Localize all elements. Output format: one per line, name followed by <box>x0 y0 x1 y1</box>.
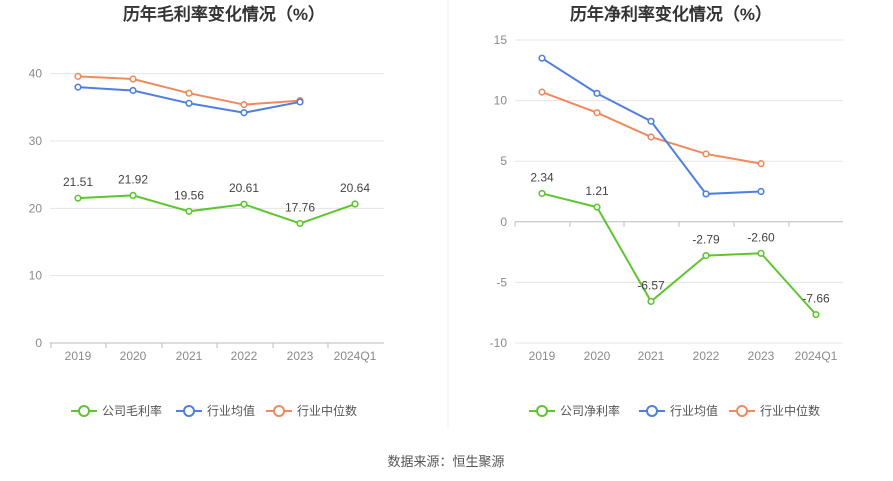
data-label: -2.79 <box>692 233 720 247</box>
data-point-avg <box>296 98 304 106</box>
x-tick-label: 2021 <box>638 349 665 363</box>
legend-item-median: 行业中位数 <box>266 403 357 418</box>
data-point-avg <box>74 83 82 91</box>
y-tick-label: 10 <box>494 94 508 108</box>
x-tick-label: 2023 <box>287 349 314 363</box>
data-point-company <box>240 200 248 208</box>
legend-swatch-marker <box>536 405 548 417</box>
gridlines <box>515 39 843 344</box>
data-point-median <box>702 150 710 158</box>
legend-swatch-marker <box>646 405 658 417</box>
data-point-median <box>74 72 82 80</box>
data-point-median <box>647 133 655 141</box>
series-line-median <box>541 91 762 165</box>
legend-swatch-marker <box>736 405 748 417</box>
chart-title: 历年净利率变化情况（%） <box>570 4 772 24</box>
data-point-company <box>812 311 820 319</box>
data-point-company <box>129 191 137 200</box>
data-label: 21.92 <box>118 172 148 186</box>
data-point-company <box>296 219 304 228</box>
data-point-avg <box>702 190 710 198</box>
x-tick-label: 2021 <box>176 349 203 363</box>
legend-label: 行业均值 <box>207 403 255 418</box>
data-point-company <box>593 203 601 211</box>
data-label: 20.64 <box>340 181 370 195</box>
x-tick-label: 2022 <box>693 349 720 363</box>
data-label: -6.57 <box>637 278 665 292</box>
data-point-company <box>702 252 710 260</box>
x-tick-label: 2024Q1 <box>334 349 377 363</box>
chart-title: 历年毛利率变化情况（%） <box>123 4 325 24</box>
data-label: 17.76 <box>285 200 315 214</box>
data-point-median <box>538 88 546 96</box>
y-tick-label: 10 <box>29 269 43 283</box>
data-point-company <box>538 189 546 198</box>
data-label: 2.34 <box>530 170 554 184</box>
legend-label: 行业中位数 <box>760 403 820 418</box>
legend-label: 行业中位数 <box>297 403 357 418</box>
x-tick-label: 2023 <box>748 349 775 363</box>
net-margin-chart: 历年净利率变化情况（%） -10 -5 0 5 10 15 2019 2020 2021 2022… <box>490 4 843 418</box>
data-point-avg <box>647 117 655 125</box>
x-tick-label: 2019 <box>529 349 556 363</box>
x-tick-label: 2024Q1 <box>795 349 838 363</box>
data-label: 19.56 <box>174 188 204 202</box>
x-tick-label: 2019 <box>65 349 92 363</box>
legend-item-avg: 行业均值 <box>176 403 255 418</box>
data-point-company <box>351 200 359 208</box>
data-label: 1.21 <box>585 184 609 198</box>
data-label: -7.66 <box>802 292 830 306</box>
data-point-company <box>74 194 82 202</box>
y-tick-label: -5 <box>496 275 507 289</box>
x-tick-label: 2020 <box>120 349 147 363</box>
data-label: 20.61 <box>229 181 259 195</box>
legend-label: 公司毛利率 <box>102 403 162 418</box>
legend-item-company: 公司毛利率 <box>71 403 162 418</box>
data-point-avg <box>185 99 193 107</box>
series-line-company <box>541 192 817 316</box>
y-tick-label: 40 <box>29 67 43 81</box>
data-point-median <box>185 89 193 97</box>
legend-swatch-marker <box>183 405 195 417</box>
legend-item-median: 行业中位数 <box>729 403 820 418</box>
y-tick-label: 20 <box>29 201 43 215</box>
x-tick-label: 2022 <box>231 349 258 363</box>
legend-item-avg: 行业均值 <box>639 403 718 418</box>
data-point-company <box>757 249 765 257</box>
gross-margin-chart: 历年毛利率变化情况（%） 0 10 20 30 40 2019 2020 2021 2022 20… <box>29 4 384 418</box>
data-point-median <box>129 75 137 83</box>
y-tick-label: 0 <box>35 336 42 350</box>
series-line-company <box>77 194 356 225</box>
source-label: 数据来源：恒生聚源 <box>387 454 504 469</box>
series-line-avg <box>541 57 762 195</box>
x-tick-label: 2020 <box>584 349 611 363</box>
data-label: -2.60 <box>747 230 775 244</box>
data-point-company <box>647 297 655 306</box>
data-point-median <box>757 160 765 168</box>
data-point-company <box>185 207 193 215</box>
legend-swatch-marker <box>273 405 285 417</box>
data-point-median <box>593 109 601 117</box>
data-label: 21.51 <box>63 175 93 189</box>
legend-swatch-marker <box>78 405 90 417</box>
data-point-median <box>240 101 248 109</box>
y-tick-label: 15 <box>494 33 508 47</box>
y-tick-label: 30 <box>29 134 43 148</box>
data-point-avg <box>129 86 137 95</box>
y-tick-label: 0 <box>500 215 507 229</box>
data-point-avg <box>538 54 546 62</box>
data-point-avg <box>593 89 601 97</box>
legend-item-company: 公司净利率 <box>529 403 620 418</box>
legend-label: 公司净利率 <box>560 403 620 418</box>
data-point-avg <box>240 109 248 117</box>
y-tick-label: -10 <box>490 336 508 350</box>
legend-label: 行业均值 <box>670 403 718 418</box>
data-point-avg <box>757 187 765 196</box>
y-tick-label: 5 <box>500 154 507 168</box>
